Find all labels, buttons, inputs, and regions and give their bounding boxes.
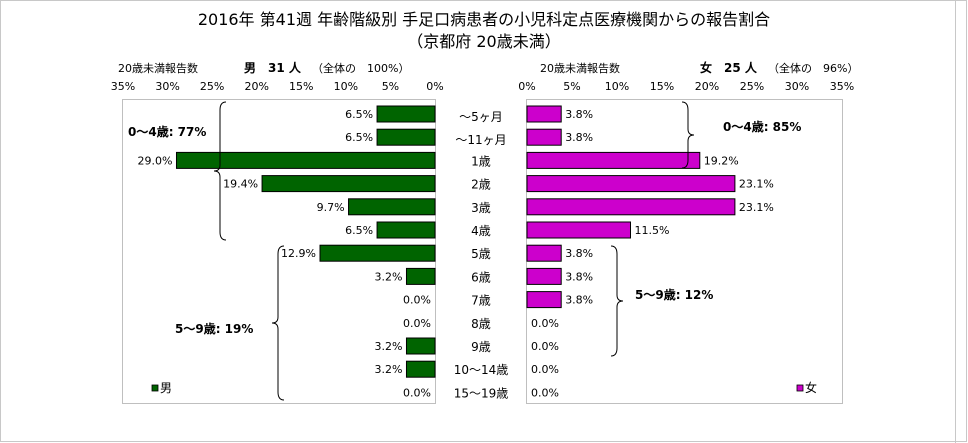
male-axis-tick: 35% (111, 80, 135, 93)
age-category-label: 6歳 (471, 270, 491, 284)
female-value-label: 3.8% (565, 131, 593, 144)
male-axis-tick: 15% (289, 80, 313, 93)
female-value-label: 11.5% (635, 224, 670, 237)
male-bar (376, 128, 436, 146)
male-axis-tick: 20% (244, 80, 268, 93)
female-value-label: 3.8% (565, 108, 593, 121)
male-value-label: 0.0% (403, 317, 431, 330)
male-bar (405, 337, 436, 355)
male-annotation-0-4: 0～4歳: 77% (128, 124, 206, 139)
female-header-count: 女 25 人 (700, 60, 758, 75)
female-axis-tick: 35% (830, 80, 854, 93)
female-axis-tick: 20% (695, 80, 719, 93)
male-bar (405, 267, 436, 285)
age-category-label: ～11ヶ月 (455, 133, 506, 147)
female-bar (526, 151, 701, 169)
female-annotation-0-4: 0～4歳: 85% (723, 119, 801, 134)
female-value-label: 23.1% (739, 201, 774, 214)
female-bar (526, 291, 562, 309)
female-brace-0-4 (681, 101, 695, 169)
female-axis-tick: 5% (563, 80, 580, 93)
male-value-label: 19.4% (223, 178, 258, 191)
age-category-label: ～5ヶ月 (459, 110, 503, 124)
female-bar (526, 267, 562, 285)
male-axis-tick: 5% (382, 80, 399, 93)
male-plot-area (122, 99, 436, 404)
chart-subtitle: （京都府 20歳未満） (407, 32, 561, 51)
female-axis-tick: 25% (740, 80, 764, 93)
female-axis-tick: 30% (785, 80, 809, 93)
male-value-label: 6.5% (345, 108, 373, 121)
age-category-label: 2歳 (471, 178, 491, 192)
age-category-label: 10～14歳 (454, 363, 509, 377)
female-bar (526, 175, 736, 193)
age-category-label: 1歳 (471, 154, 491, 168)
male-header-count: 男 31 人 (244, 60, 302, 75)
male-legend-label: 男 (160, 381, 172, 395)
male-legend-swatch (151, 384, 159, 392)
age-category-label: 15～19歳 (454, 386, 509, 400)
male-value-label: 0.0% (403, 294, 431, 307)
male-header-label: 20歳未満報告数 (118, 62, 198, 75)
female-bar (526, 244, 562, 262)
female-bar (526, 221, 631, 239)
male-bar (261, 175, 436, 193)
female-value-label: 0.0% (531, 340, 559, 353)
male-value-label: 3.2% (375, 340, 403, 353)
male-value-label: 3.2% (375, 270, 403, 283)
male-bar (405, 360, 436, 378)
female-bar (526, 198, 736, 216)
female-annotation-5-9: 5～9歳: 12% (635, 287, 713, 302)
female-value-label: 3.8% (565, 270, 593, 283)
female-header-label: 20歳未満報告数 (540, 62, 620, 75)
male-value-label: 0.0% (403, 386, 431, 399)
age-category-label: 8歳 (471, 317, 491, 331)
male-value-label: 9.7% (317, 201, 345, 214)
age-category-label: 5歳 (471, 247, 491, 261)
female-value-label: 19.2% (704, 154, 739, 167)
male-annotation-5-9: 5～9歳: 19% (175, 321, 253, 336)
male-bar (319, 244, 436, 262)
male-value-label: 3.2% (375, 363, 403, 376)
male-brace-0-4 (213, 101, 227, 241)
female-value-label: 0.0% (531, 317, 559, 330)
chart-title: 2016年 第41週 年齢階級別 手足口病患者の小児科定点医療機関からの報告割合 (197, 10, 771, 29)
male-value-label: 6.5% (345, 224, 373, 237)
male-header-note: （全体の 100%） (312, 61, 409, 75)
age-category-label: 3歳 (471, 201, 491, 215)
age-category-label: 9歳 (471, 340, 491, 354)
female-brace-5-9 (610, 245, 624, 357)
male-brace-5-9 (271, 245, 285, 401)
male-axis-tick: 10% (334, 80, 358, 93)
female-value-label: 3.8% (565, 294, 593, 307)
male-value-label: 6.5% (345, 131, 373, 144)
female-value-label: 0.0% (531, 363, 559, 376)
age-category-label: 7歳 (471, 294, 491, 308)
male-value-label: 12.9% (281, 247, 316, 260)
female-legend-swatch (796, 384, 804, 392)
female-value-label: 0.0% (531, 386, 559, 399)
male-axis-tick: 25% (200, 80, 224, 93)
male-bar (376, 221, 436, 239)
male-bar (348, 198, 436, 216)
female-axis-tick: 10% (605, 80, 629, 93)
male-bar (175, 151, 436, 169)
female-value-label: 3.8% (565, 247, 593, 260)
female-axis-tick: 0% (518, 80, 535, 93)
male-value-label: 29.0% (138, 154, 173, 167)
male-bar (376, 105, 436, 123)
female-bar (526, 128, 562, 146)
female-value-label: 23.1% (739, 178, 774, 191)
male-axis-tick: 30% (155, 80, 179, 93)
age-category-label: 4歳 (471, 224, 491, 238)
female-header-note: （全体の 96%） (768, 61, 858, 75)
female-axis-tick: 15% (650, 80, 674, 93)
male-axis-tick: 0% (426, 80, 443, 93)
female-bar (526, 105, 562, 123)
female-legend-label: 女 (805, 380, 817, 395)
